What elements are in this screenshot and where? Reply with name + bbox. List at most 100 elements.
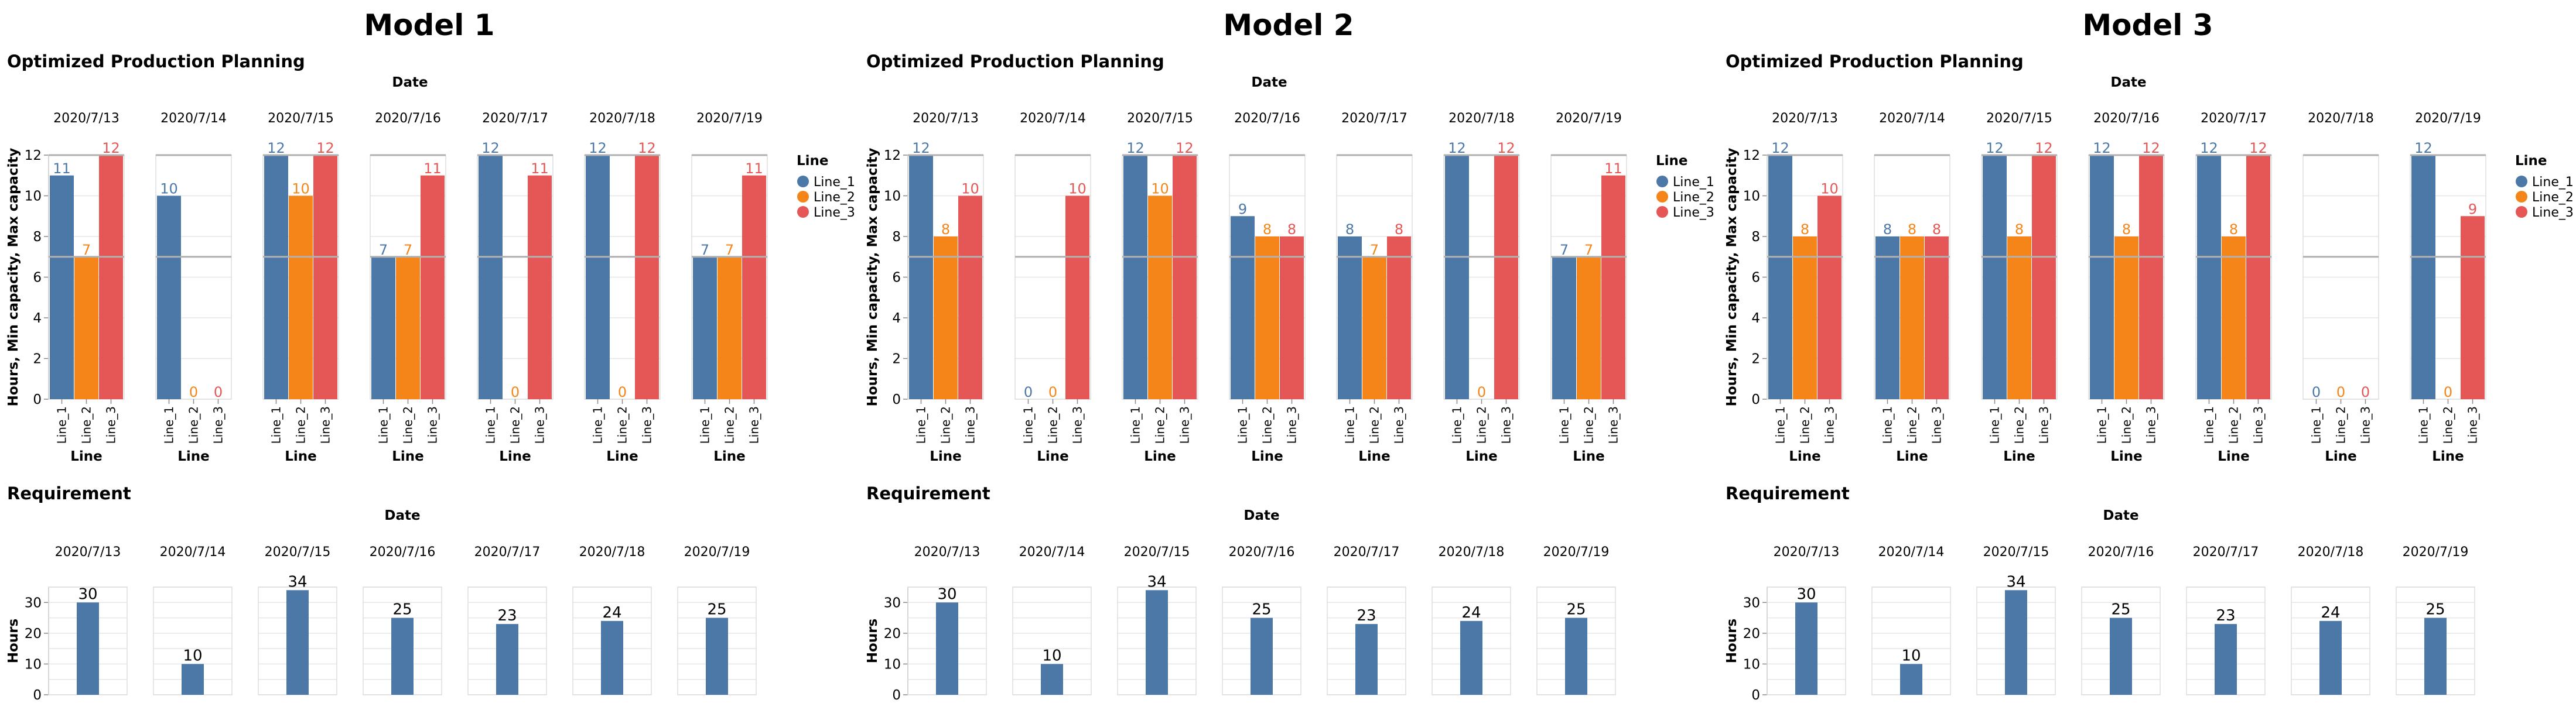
- production-bar-value: 8: [1932, 221, 1941, 238]
- model-2-group: Model 2 Optimized Production Planning Date…: [865, 8, 1714, 703]
- production-bar-line-2: [1362, 256, 1386, 399]
- requirement-bar-value: 10: [183, 647, 202, 664]
- requirement-panel-date: 2020/7/15: [1124, 545, 1190, 560]
- requirement-bar-value: 24: [1461, 604, 1481, 622]
- production-x-tick-label: Line_3: [2466, 406, 2480, 444]
- production-bar-line-2: [289, 195, 313, 399]
- production-x-tick-label: Line_3: [104, 406, 118, 444]
- production-x-tick-label: Line_1: [1343, 406, 1357, 444]
- legend-title: Line: [1656, 153, 1688, 169]
- requirement-panel-date: 2020/7/15: [265, 545, 331, 560]
- production-x-tick-label: Line_2: [80, 406, 94, 444]
- requirement-panel-date: 2020/7/15: [1983, 545, 2049, 560]
- production-y-tick-label: 4: [892, 311, 901, 326]
- requirement-bar-value: 34: [1147, 573, 1166, 591]
- requirement-bar-value: 25: [392, 601, 412, 619]
- production-bar-value: 12: [267, 140, 285, 156]
- production-x-tick-label: Line_2: [294, 406, 308, 444]
- production-y-tick-label: 0: [33, 392, 42, 407]
- production-x-tick-label: Line_3: [2252, 406, 2266, 444]
- production-x-tick-label: Line_1: [1450, 406, 1464, 444]
- production-x-tick-label: Line_3: [426, 406, 440, 444]
- production-x-tick-label: Line_2: [2227, 406, 2241, 444]
- production-panel-date: 2020/7/18: [2308, 111, 2374, 126]
- production-y-axis-label: Hours, Min capacity, Max capacity: [6, 148, 21, 407]
- production-panel-date: 2020/7/19: [696, 111, 763, 126]
- production-x-axis-label: Line: [392, 449, 424, 464]
- production-x-tick-label: Line_1: [1236, 406, 1250, 444]
- production-x-tick-label: Line_3: [1285, 406, 1299, 444]
- production-x-tick-label: Line_2: [1368, 406, 1382, 444]
- production-bar-line-3: [1173, 155, 1197, 399]
- requirement-bar: [1251, 618, 1273, 695]
- production-x-axis-label: Line: [70, 449, 103, 464]
- production-bar-line-1: [157, 195, 181, 399]
- production-bar-line-3: [958, 195, 982, 399]
- requirement-panel: 2020/7/18 24: [572, 545, 652, 695]
- production-bar-value: 8: [1287, 221, 1296, 238]
- production-bar-value: 12: [2142, 140, 2160, 156]
- production-x-axis-label: Line: [713, 449, 746, 464]
- production-bar-value: 10: [1820, 181, 1839, 197]
- requirement-y-tick-label: 20: [884, 626, 901, 642]
- production-x-axis-label: Line: [1465, 449, 1498, 464]
- requirement-panel: 2020/7/14 10: [153, 545, 233, 695]
- requirement-panel-date: 2020/7/13: [1774, 545, 1840, 560]
- production-bar-value: 0: [2336, 384, 2345, 400]
- requirement-bar: [2005, 590, 2027, 695]
- production-bar-line-3: [1280, 236, 1304, 399]
- production-bar-value: 0: [2312, 384, 2321, 400]
- production-bar-line-2: [2007, 236, 2031, 399]
- production-x-tick-label: Line_3: [1823, 406, 1837, 444]
- requirement-panel-date: 2020/7/18: [1439, 545, 1505, 560]
- production-x-tick-label: Line_1: [2417, 406, 2431, 444]
- production-bar-value: 8: [1263, 221, 1272, 238]
- production-bar-value: 10: [961, 181, 979, 197]
- requirement-bar-value: 25: [1566, 601, 1586, 619]
- production-x-tick-label: Line_3: [211, 406, 226, 444]
- production-y-tick-label: 10: [25, 189, 42, 204]
- production-bar-value: 8: [2015, 221, 2024, 238]
- requirement-panel: 2020/7/13 30: [907, 545, 987, 695]
- production-x-tick-label: Line_3: [2359, 406, 2373, 444]
- production-x-tick-label: Line_1: [698, 406, 712, 444]
- requirement-panel: 2020/7/16 25: [1222, 545, 1301, 695]
- production-bar-line-1: [1123, 155, 1147, 399]
- production-bar-line-3: [1494, 155, 1518, 399]
- production-bar-line-3: [2139, 155, 2163, 399]
- requirement-panel: 2020/7/16 25: [363, 545, 442, 695]
- production-panel-date: 2020/7/18: [1448, 111, 1515, 126]
- requirement-bar-value: 10: [1042, 647, 1061, 664]
- production-facet-header: Date: [2110, 75, 2146, 90]
- legend-label: Line_3: [1673, 205, 1714, 220]
- requirement-panel: 2020/7/13 30: [1767, 545, 1846, 695]
- production-bar-line-3: [2032, 155, 2056, 399]
- production-x-tick-label: Line_1: [1021, 406, 1036, 444]
- production-bar-value: 11: [423, 160, 442, 177]
- requirement-panel: 2020/7/18 24: [1432, 545, 1511, 695]
- requirement-panel-date: 2020/7/17: [2193, 545, 2259, 560]
- production-bar-value: 11: [531, 160, 549, 177]
- requirement-panel: 2020/7/16 25: [2081, 545, 2161, 695]
- production-bar-line-2: [2114, 236, 2138, 399]
- production-bar-value: 9: [1238, 201, 1247, 217]
- requirement-y-tick-label: 0: [1751, 688, 1760, 703]
- production-bar-value: 10: [292, 181, 310, 197]
- production-bar-line-1: [1552, 256, 1576, 399]
- production-x-tick-label: Line_3: [1071, 406, 1085, 444]
- requirement-title: Requirement: [7, 483, 131, 503]
- requirement-y-tick-label: 30: [25, 595, 42, 610]
- production-x-tick-label: Line_2: [1582, 406, 1596, 444]
- production-bar-value: 12: [589, 140, 607, 156]
- production-x-tick-label: Line_3: [1178, 406, 1192, 444]
- requirement-bar-value: 25: [707, 601, 726, 619]
- production-y-tick-label: 0: [892, 392, 901, 407]
- production-x-tick-label: Line_3: [1392, 406, 1406, 444]
- production-bar-value: 0: [214, 384, 223, 400]
